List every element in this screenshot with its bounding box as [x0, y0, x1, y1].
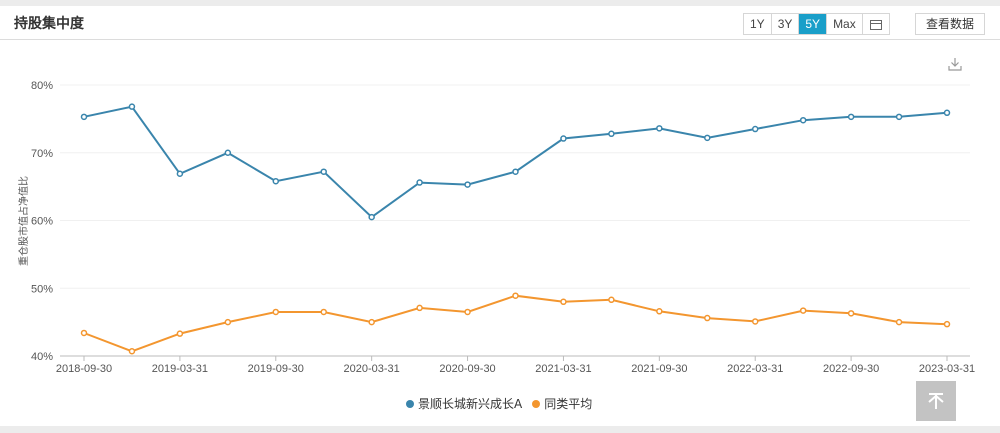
- data-point[interactable]: [751, 125, 759, 133]
- data-point[interactable]: [272, 308, 280, 316]
- data-point[interactable]: [704, 134, 711, 142]
- back-to-top-button[interactable]: [916, 381, 956, 421]
- data-point[interactable]: [80, 113, 88, 121]
- data-point[interactable]: [416, 304, 423, 312]
- data-point[interactable]: [368, 318, 375, 326]
- data-point[interactable]: [224, 149, 232, 156]
- legend-label-category-avg: 同类平均: [544, 397, 593, 411]
- data-point[interactable]: [751, 318, 759, 325]
- data-point[interactable]: [656, 125, 663, 132]
- y-tick-label: 60%: [31, 216, 53, 228]
- data-point[interactable]: [799, 307, 807, 314]
- y-tick-label: 50%: [31, 283, 53, 295]
- data-point[interactable]: [512, 292, 519, 299]
- download-icon[interactable]: [947, 56, 963, 72]
- data-point[interactable]: [560, 135, 567, 142]
- data-point[interactable]: [272, 177, 280, 185]
- data-point[interactable]: [943, 320, 951, 328]
- range-selector: 1Y 3Y 5Y Max: [743, 13, 890, 35]
- y-tick-label: 70%: [31, 148, 53, 160]
- calendar-button[interactable]: [863, 14, 889, 34]
- x-tick-label: 2018-09-30: [56, 363, 112, 375]
- legend-dot-fund: [406, 399, 414, 408]
- x-tick-label: 2019-03-31: [152, 363, 208, 375]
- data-point[interactable]: [464, 308, 471, 316]
- data-point[interactable]: [895, 113, 903, 121]
- calendar-icon: [869, 19, 882, 30]
- panel-header: 持股集中度 1Y 3Y 5Y Max 查看数据: [0, 6, 1000, 40]
- data-point[interactable]: [847, 310, 855, 317]
- x-tick-label: 2021-09-30: [631, 363, 687, 375]
- data-point[interactable]: [608, 130, 615, 138]
- data-point[interactable]: [847, 113, 855, 121]
- data-point[interactable]: [128, 348, 136, 355]
- data-point[interactable]: [943, 109, 951, 117]
- data-point[interactable]: [656, 308, 663, 315]
- data-point[interactable]: [176, 170, 184, 178]
- x-tick-label: 2022-09-30: [823, 363, 879, 375]
- x-tick-label: 2020-09-30: [439, 363, 495, 375]
- series-line-fund: [83, 105, 948, 219]
- data-point[interactable]: [320, 168, 327, 175]
- x-tick-label: 2022-03-31: [727, 363, 783, 375]
- data-point[interactable]: [799, 116, 807, 124]
- data-point[interactable]: [224, 318, 232, 326]
- range-max-button[interactable]: Max: [827, 14, 863, 34]
- data-point[interactable]: [464, 181, 471, 188]
- data-point[interactable]: [560, 298, 567, 306]
- legend-label-fund: 景顺长城新兴成长A: [418, 397, 523, 411]
- range-1y-button[interactable]: 1Y: [744, 14, 772, 34]
- x-tick-label: 2020-03-31: [344, 363, 400, 375]
- x-tick-label: 2021-03-31: [535, 363, 591, 375]
- data-point[interactable]: [128, 103, 136, 110]
- y-tick-label: 80%: [31, 80, 53, 92]
- x-tick-label: 2023-03-31: [919, 363, 975, 375]
- y-tick-label: 40%: [31, 351, 53, 363]
- data-point[interactable]: [320, 308, 327, 316]
- data-point[interactable]: [895, 318, 903, 326]
- data-point[interactable]: [368, 213, 375, 221]
- legend-dot-category-avg: [532, 399, 541, 408]
- data-point[interactable]: [608, 296, 615, 304]
- data-point[interactable]: [704, 314, 711, 322]
- view-data-button[interactable]: 查看数据: [915, 13, 986, 35]
- range-5y-button[interactable]: 5Y: [799, 14, 828, 34]
- x-tick-label: 2019-09-30: [248, 363, 304, 375]
- series-line-category-avg: [83, 294, 948, 353]
- back-to-top-icon: [928, 393, 944, 409]
- range-3y-button[interactable]: 3Y: [772, 14, 800, 34]
- y-axis-label: 重仓股市值占净值比: [17, 176, 30, 266]
- legend-item-category-avg[interactable]: 同类平均: [532, 395, 592, 412]
- data-point[interactable]: [512, 168, 519, 175]
- data-point[interactable]: [176, 330, 184, 337]
- panel-title: 持股集中度: [14, 16, 84, 32]
- data-point[interactable]: [416, 179, 423, 186]
- data-point[interactable]: [80, 329, 88, 337]
- legend-item-fund[interactable]: 景顺长城新兴成长A: [406, 395, 522, 412]
- chart-legend: 景顺长城新兴成长A 同类平均: [406, 395, 602, 412]
